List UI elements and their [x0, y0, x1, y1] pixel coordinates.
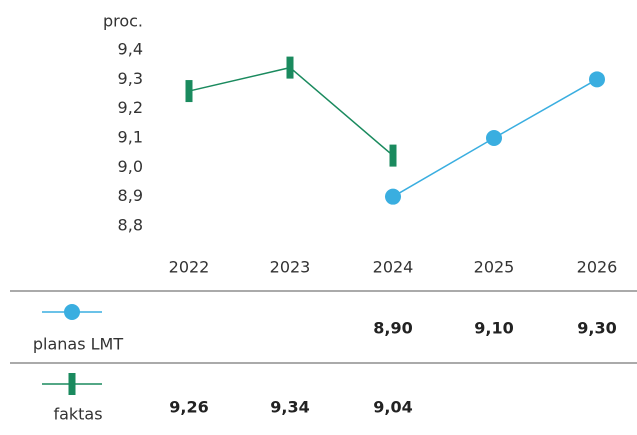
y-tick-label: 9,2	[118, 98, 143, 117]
point	[64, 304, 80, 320]
value-label: 9,26	[169, 398, 208, 417]
y-tick-label: 8,8	[118, 216, 143, 235]
y-axis-label: proc.	[103, 12, 143, 31]
point	[389, 144, 397, 167]
x-tick-label: 2022	[169, 258, 210, 277]
point	[589, 71, 605, 88]
point	[286, 56, 294, 79]
point	[385, 188, 401, 205]
y-tick-label: 9,1	[118, 128, 143, 147]
y-tick-label: 8,9	[118, 186, 143, 205]
y-tick-label: 9,3	[118, 69, 143, 88]
x-tick-label: 2023	[270, 258, 311, 277]
x-tick-label: 2026	[577, 258, 618, 277]
value-label: 9,30	[577, 319, 616, 338]
point	[486, 130, 502, 146]
y-tick-label: 9,0	[118, 157, 143, 176]
value-label: 9,34	[270, 398, 309, 417]
x-tick-label: 2024	[373, 258, 414, 277]
point	[185, 80, 193, 103]
value-label: 9,10	[474, 319, 513, 338]
legend-label: faktas	[53, 405, 102, 424]
point	[68, 373, 76, 395]
line	[188, 66, 394, 157]
value-label: 8,90	[373, 319, 412, 338]
legend-label: planas LMT	[33, 335, 123, 354]
value-label: 9,04	[373, 398, 412, 417]
y-tick-label: 9,4	[118, 40, 143, 59]
x-tick-label: 2025	[474, 258, 515, 277]
